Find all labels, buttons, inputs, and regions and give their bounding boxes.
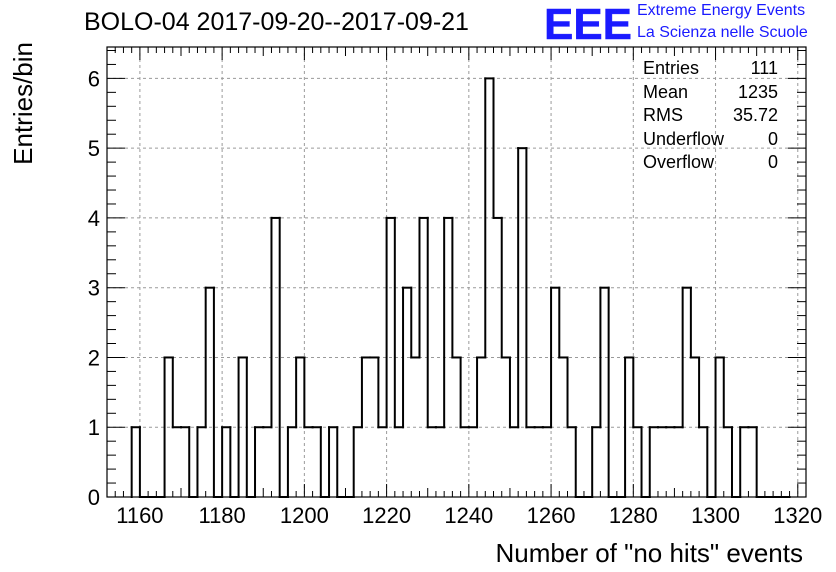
x-tick-label: 1220	[362, 503, 411, 528]
plot-frame	[106, 46, 807, 498]
y-axis-label: Entries/bin	[8, 42, 38, 165]
x-tick-label: 1200	[280, 503, 329, 528]
stat-name: RMS	[643, 105, 683, 125]
x-tick-label: 1160	[116, 503, 163, 528]
x-tick-label: 1240	[444, 503, 493, 528]
x-tick-label: 1180	[198, 503, 245, 528]
stat-value: 35.72	[732, 105, 778, 125]
x-tick-label: 1280	[609, 503, 658, 528]
histogram-series	[130, 77, 791, 498]
plot-border	[106, 46, 807, 498]
chart-title: BOLO-04 2017-09-20--2017-09-21	[84, 8, 469, 36]
stat-rms: RMS 35.72	[640, 105, 780, 129]
y-tick-label: 4	[88, 206, 100, 231]
y-tick-label: 1	[88, 415, 100, 440]
stat-value: 0	[767, 152, 778, 172]
x-tick-label: 1320	[773, 503, 822, 528]
stat-name: Entries	[643, 58, 700, 78]
x-axis-label: Number of "no hits" events	[496, 538, 804, 568]
logo-line-1: Extreme Energy Events	[637, 2, 806, 19]
stat-name: Underflow	[643, 128, 725, 149]
axis-ticks	[106, 47, 807, 498]
y-tick-label: 6	[88, 66, 100, 91]
stat-overflow: Overflow 0	[640, 152, 780, 176]
eee-logo: EEE	[544, 0, 633, 44]
stat-underflow: Underflow 0	[640, 129, 780, 153]
axis-tick-labels: 1160 1180 1200 1220 1240 1260 1280 1300 13200123…	[88, 66, 823, 528]
y-tick-label: 0	[88, 485, 100, 510]
stat-entries: Entries 111	[640, 58, 780, 82]
x-tick-label: 1260	[527, 503, 576, 528]
stat-value: 111	[750, 58, 778, 78]
stat-mean: Mean 1235	[640, 82, 780, 106]
x-tick-label: 1300	[691, 503, 740, 528]
stats-box: Entries 111 Mean 1235 RMS 35.72 Underflo…	[640, 58, 780, 176]
y-tick-label: 5	[88, 136, 100, 161]
y-tick-label: 2	[88, 345, 100, 370]
y-tick-label: 3	[88, 276, 100, 301]
stat-name: Overflow	[643, 152, 715, 172]
stat-value: 0	[767, 128, 778, 149]
logo-letters: EEE	[544, 0, 632, 44]
stat-name: Mean	[643, 81, 689, 102]
logo-line-2: La Scienza nelle Scuole	[637, 24, 808, 41]
stat-value: 1235	[737, 81, 778, 102]
